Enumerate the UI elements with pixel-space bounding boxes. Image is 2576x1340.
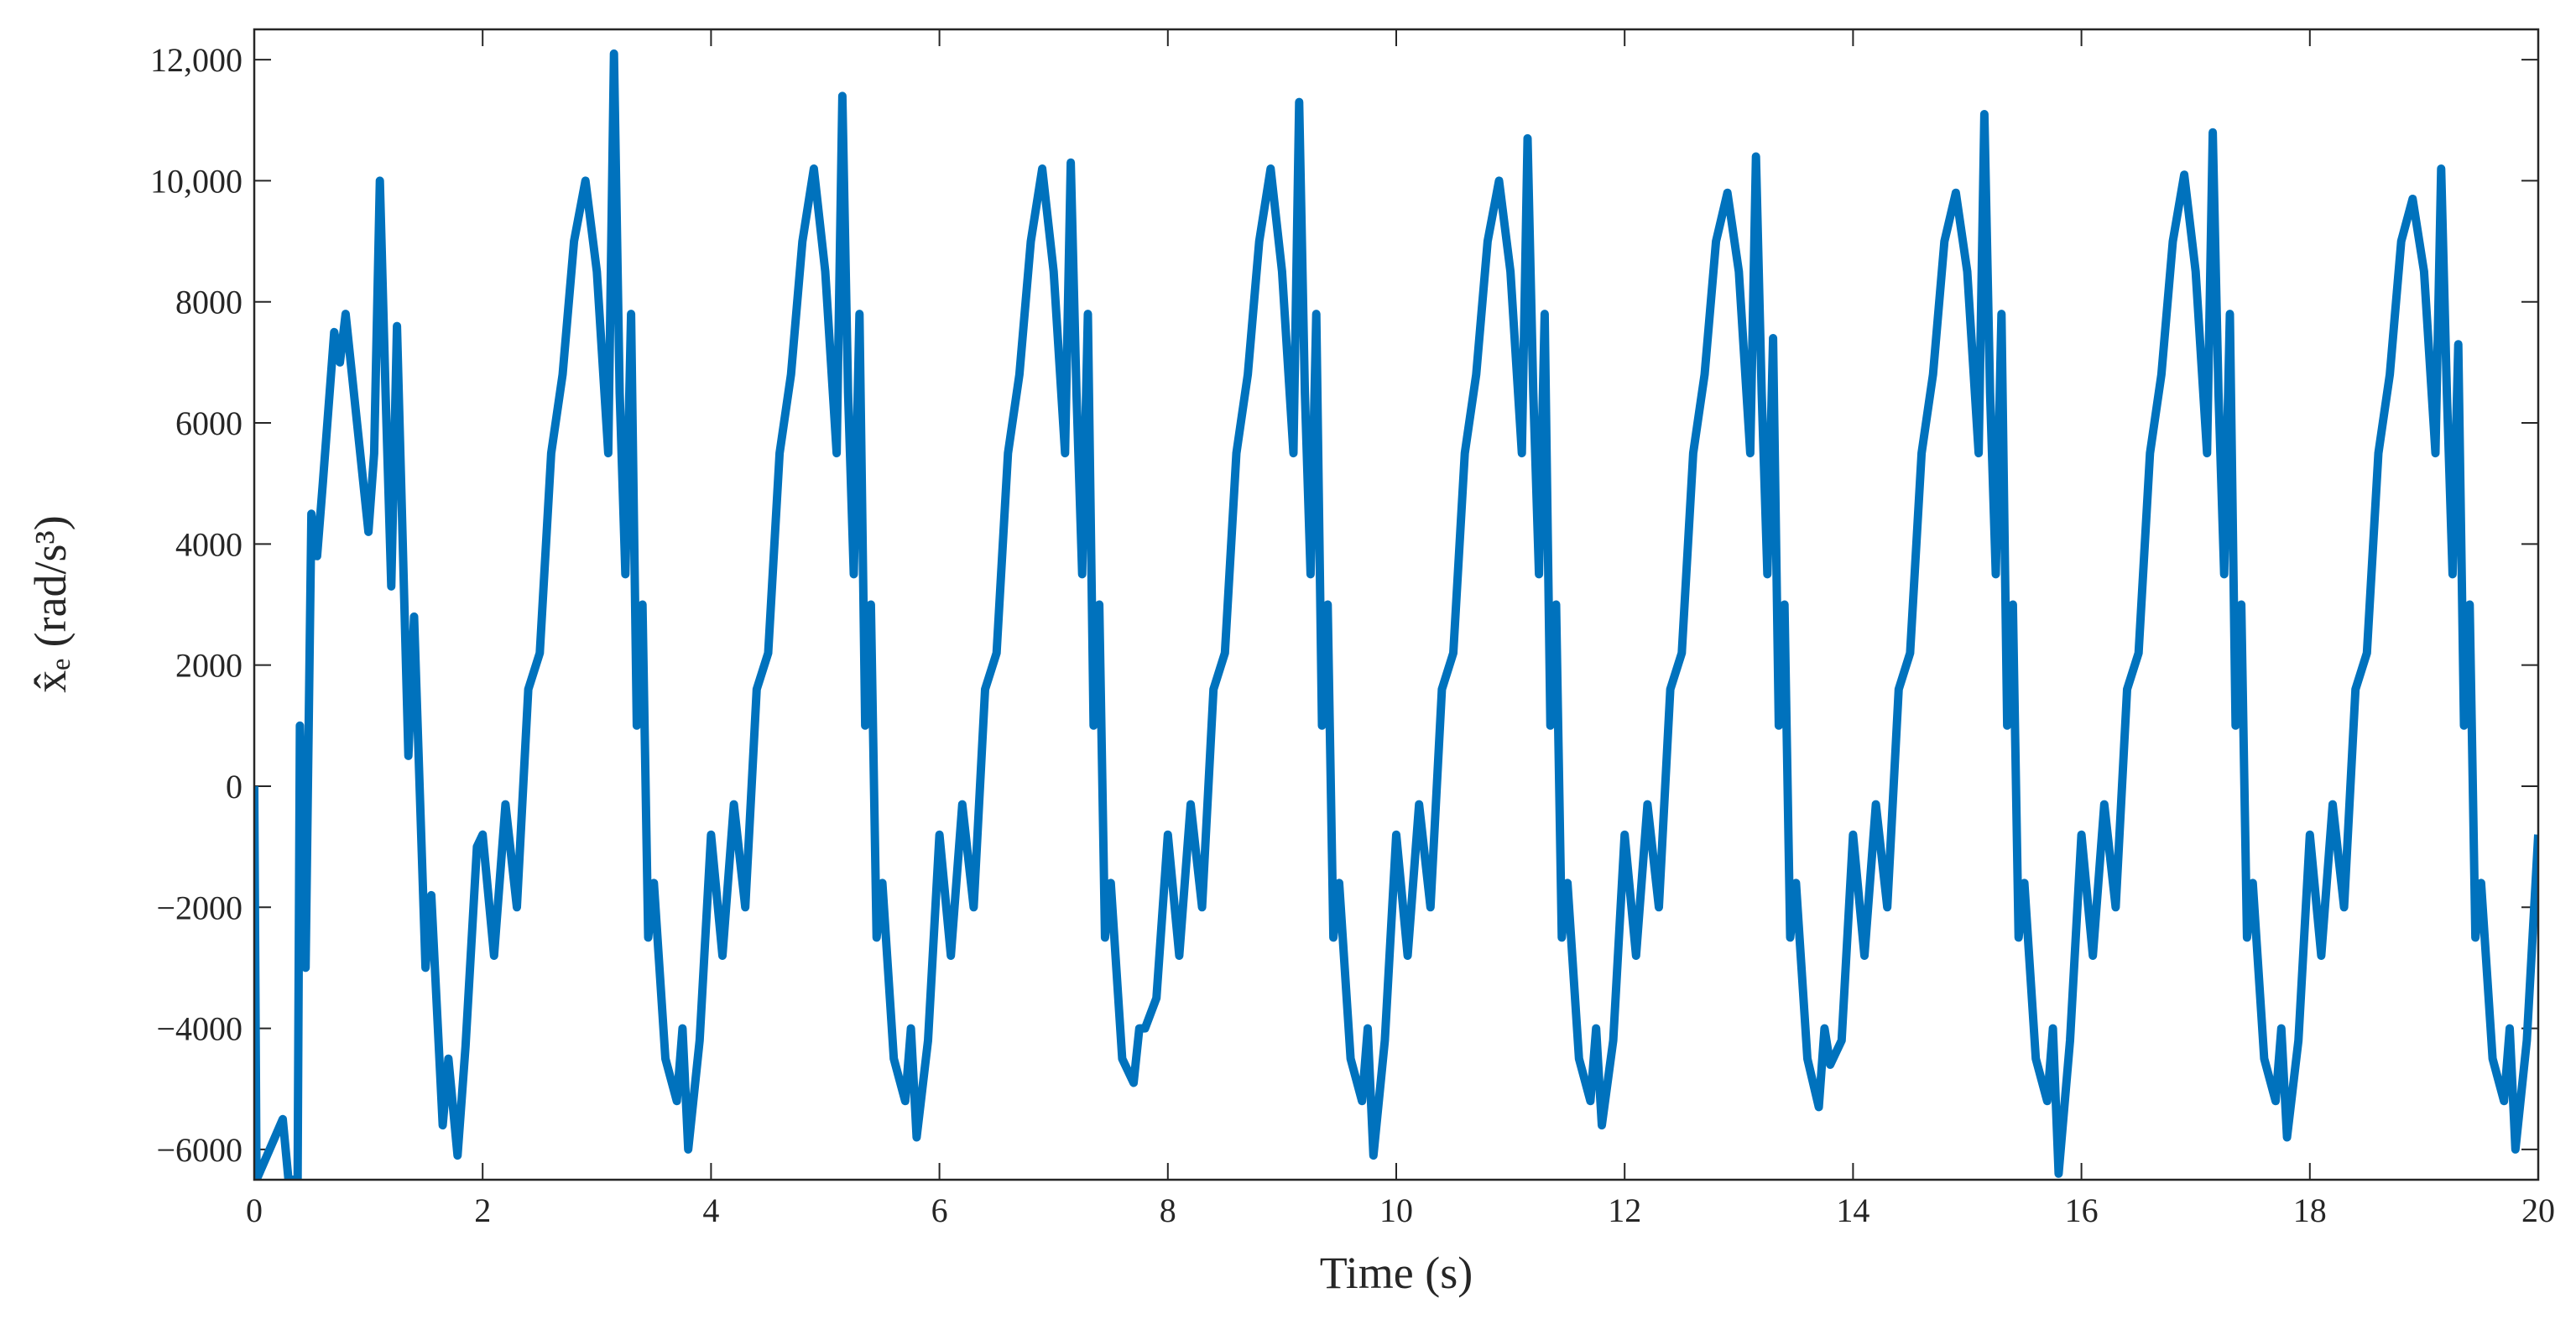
y-tick-label: 2000	[175, 647, 242, 685]
y-axis-label: x̂ₑ (rad/s³)	[25, 515, 76, 692]
x-tick-label: 6	[931, 1191, 948, 1229]
y-tick-label: 4000	[175, 525, 242, 563]
data-line	[254, 49, 2538, 1180]
x-tick-label: 0	[246, 1191, 263, 1229]
y-tick-label: −2000	[156, 889, 242, 926]
x-tick-label: 10	[1379, 1191, 1413, 1229]
y-tick-label: 8000	[175, 284, 242, 321]
x-tick-label: 12	[1608, 1191, 1641, 1229]
y-tick-label: 10,000	[150, 162, 242, 200]
x-tick-label: 20	[2521, 1191, 2555, 1229]
y-tick-label: 12,000	[150, 41, 242, 79]
x-axis-label: Time (s)	[1320, 1248, 1473, 1298]
x-tick-label: 2	[474, 1191, 491, 1229]
x-tick-label: 14	[1836, 1191, 1869, 1229]
x-tick-label: 8	[1160, 1191, 1176, 1229]
x-tick-label: 4	[702, 1191, 719, 1229]
y-tick-label: −4000	[156, 1010, 242, 1048]
y-tick-label: −6000	[156, 1131, 242, 1169]
y-tick-label: 6000	[175, 404, 242, 442]
plot-frame	[253, 28, 2540, 1181]
x-tick-label: 18	[2293, 1191, 2327, 1229]
x-tick-label: 16	[2065, 1191, 2099, 1229]
y-tick-label: 0	[226, 768, 242, 806]
